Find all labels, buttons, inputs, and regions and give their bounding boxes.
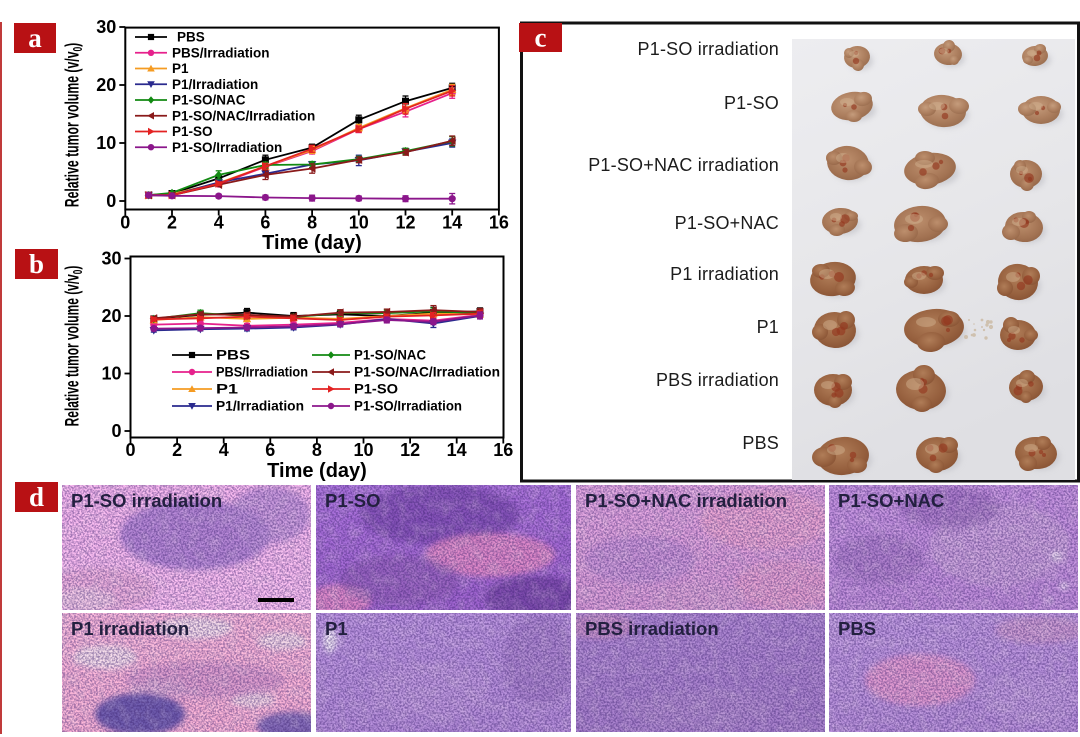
svg-text:PBS irradiation: PBS irradiation [585,618,719,639]
svg-text:4: 4 [219,440,229,460]
svg-text:P1: P1 [172,61,189,76]
svg-text:30: 30 [96,17,116,37]
svg-text:Relative tumor volume (v/v0): Relative tumor volume (v/v0) [63,266,86,427]
svg-text:P1-SO: P1-SO [172,124,213,139]
svg-text:P1-SO+NAC: P1-SO+NAC [675,213,779,233]
svg-text:10: 10 [96,133,116,153]
svg-text:PBS: PBS [742,433,779,453]
svg-text:P1: P1 [757,317,779,337]
svg-text:P1-SO/Irradiation: P1-SO/Irradiation [354,399,462,414]
svg-text:10: 10 [101,364,121,384]
svg-text:P1-SO irradiation: P1-SO irradiation [71,490,222,511]
svg-text:0: 0 [111,421,121,441]
svg-text:PBS/Irradiation: PBS/Irradiation [172,45,270,60]
svg-text:30: 30 [101,249,121,269]
svg-text:Time (day): Time (day) [267,460,367,482]
svg-text:P1: P1 [325,618,348,639]
svg-text:b: b [29,249,44,279]
svg-text:0: 0 [125,440,135,460]
svg-text:2: 2 [167,213,177,233]
svg-text:P1: P1 [216,382,239,397]
svg-text:P1-SO irradiation: P1-SO irradiation [638,39,779,59]
svg-text:P1/Irradiation: P1/Irradiation [172,77,258,92]
svg-text:a: a [28,23,42,53]
svg-text:PBS: PBS [177,30,205,45]
svg-text:16: 16 [489,213,509,233]
svg-text:0: 0 [120,213,130,233]
svg-text:P1-SO/Irradiation: P1-SO/Irradiation [172,140,282,155]
svg-text:P1/Irradiation: P1/Irradiation [216,399,304,414]
svg-text:10: 10 [349,213,369,233]
svg-text:P1-SO: P1-SO [354,382,398,397]
svg-text:P1-SO/NAC/Irradiation: P1-SO/NAC/Irradiation [354,365,500,380]
svg-text:8: 8 [307,213,317,233]
svg-text:P1-SO+NAC irradiation: P1-SO+NAC irradiation [585,490,787,511]
svg-text:6: 6 [265,440,275,460]
svg-text:P1-SO: P1-SO [325,490,381,511]
svg-text:8: 8 [312,440,322,460]
svg-text:Relative tumor volume (v/v0): Relative tumor volume (v/v0) [63,43,86,208]
svg-text:P1-SO/NAC: P1-SO/NAC [354,348,426,363]
svg-text:PBS: PBS [838,618,876,639]
svg-text:c: c [535,23,547,53]
svg-text:12: 12 [395,213,415,233]
svg-text:6: 6 [260,213,270,233]
svg-text:d: d [29,482,44,512]
svg-text:Time (day): Time (day) [262,232,362,254]
svg-text:PBS irradiation: PBS irradiation [656,370,779,390]
svg-text:PBS/Irradiation: PBS/Irradiation [216,365,308,380]
svg-text:4: 4 [214,213,224,233]
svg-text:10: 10 [353,440,373,460]
svg-text:P1 irradiation: P1 irradiation [71,618,189,639]
svg-text:P1-SO: P1-SO [724,93,779,113]
svg-text:16: 16 [493,440,513,460]
svg-text:14: 14 [447,440,467,460]
svg-text:P1-SO+NAC irradiation: P1-SO+NAC irradiation [588,155,779,175]
svg-text:20: 20 [101,306,121,326]
svg-text:P1-SO/NAC/Irradiation: P1-SO/NAC/Irradiation [172,108,315,123]
svg-text:P1-SO/NAC: P1-SO/NAC [172,93,246,108]
svg-text:P1-SO+NAC: P1-SO+NAC [838,490,944,511]
svg-text:P1 irradiation: P1 irradiation [670,264,779,284]
svg-text:12: 12 [400,440,420,460]
svg-text:20: 20 [96,75,116,95]
svg-text:0: 0 [106,191,116,211]
svg-text:2: 2 [172,440,182,460]
svg-text:PBS: PBS [216,348,250,363]
svg-text:14: 14 [442,213,462,233]
